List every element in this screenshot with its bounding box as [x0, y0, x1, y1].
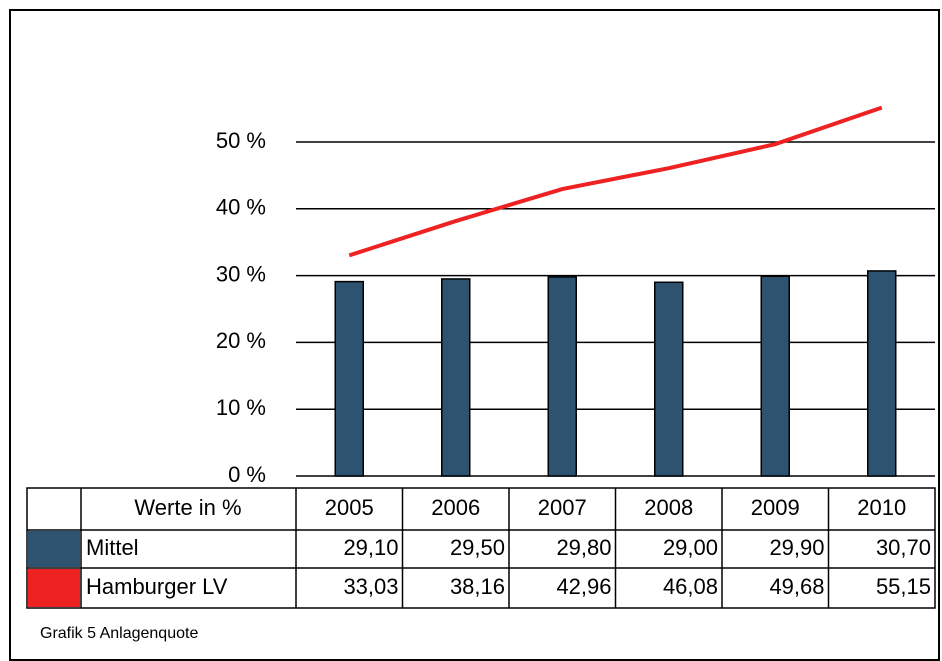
data-label: 29,00: [663, 535, 718, 560]
caption: Grafik 5 Anlagenquote: [40, 625, 198, 642]
y-tick-label: 50 %: [216, 128, 266, 153]
data-label: 29,10: [343, 535, 398, 560]
x-tick-label: 2005: [325, 495, 374, 520]
legend-swatch: [28, 569, 80, 607]
bar: [547, 276, 577, 477]
x-tick-label: 2007: [538, 495, 587, 520]
data-label: 29,50: [450, 535, 505, 560]
data-label: 49,68: [769, 574, 824, 599]
y-tick-label: 10 %: [216, 395, 266, 420]
bar: [334, 280, 364, 477]
legend-label: Mittel: [86, 535, 139, 560]
data-label: 29,80: [556, 535, 611, 560]
x-tick-label: 2010: [857, 495, 906, 520]
data-label: 29,90: [769, 535, 824, 560]
data-label: 55,15: [876, 574, 931, 599]
table-border: [26, 487, 936, 609]
bar: [867, 270, 897, 477]
data-label: 46,08: [663, 574, 718, 599]
data-label: 42,96: [556, 574, 611, 599]
legend-swatch: [28, 531, 80, 567]
bar: [441, 278, 471, 477]
data-label: 38,16: [450, 574, 505, 599]
data-label: 30,70: [876, 535, 931, 560]
y-tick-label: 20 %: [216, 328, 266, 353]
x-tick-label: 2008: [644, 495, 693, 520]
x-tick-label: 2006: [431, 495, 480, 520]
frame: [9, 9, 940, 661]
y-tick-label: 40 %: [216, 195, 266, 220]
y-tick-label: 0 %: [228, 462, 266, 487]
line: [348, 105, 883, 258]
bar: [654, 281, 684, 477]
legend-label: Hamburger LV: [86, 574, 228, 599]
data-label: 33,03: [343, 574, 398, 599]
y-tick-label: 30 %: [216, 261, 266, 286]
table-header: Werte in %: [134, 495, 241, 520]
bar: [760, 275, 790, 477]
x-tick-label: 2009: [751, 495, 800, 520]
